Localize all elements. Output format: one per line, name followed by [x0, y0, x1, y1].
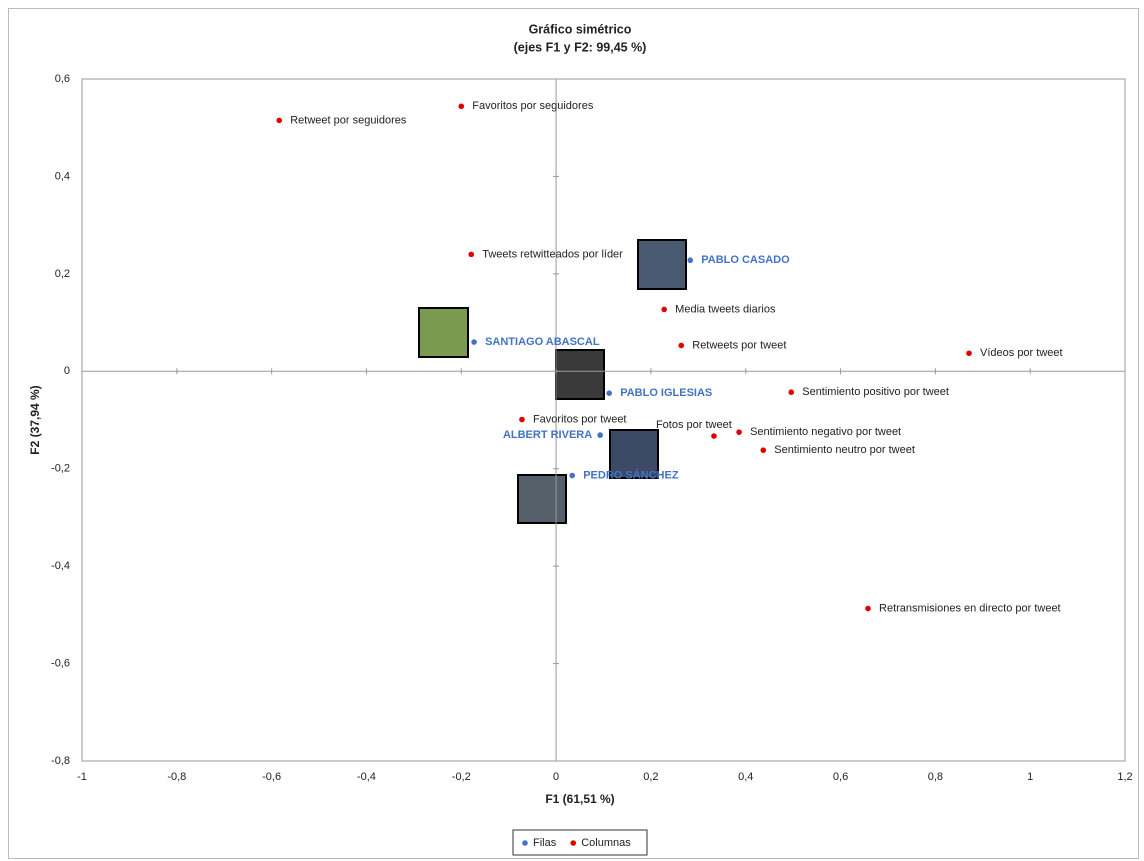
point-label: Vídeos por tweet	[980, 347, 1063, 359]
x-tick-label: 0,4	[738, 771, 753, 783]
point	[865, 605, 871, 612]
point	[966, 350, 972, 357]
point-label: Retransmisiones en directo por tweet	[879, 602, 1061, 614]
y-tick-label: -0,4	[51, 560, 70, 572]
point	[760, 447, 767, 454]
photo	[555, 349, 605, 400]
legend-label: Columnas	[581, 837, 631, 849]
x-tick-label: 1,2	[1117, 771, 1132, 783]
point	[711, 433, 717, 439]
plot-area	[81, 78, 1126, 762]
chart-frame	[8, 8, 1139, 859]
point	[736, 429, 742, 435]
photo	[418, 307, 469, 358]
y-tick-label: 0,4	[55, 170, 70, 182]
x-tick-label: -0,6	[262, 771, 281, 783]
point	[471, 339, 477, 345]
point	[788, 389, 795, 396]
point	[519, 416, 525, 423]
point-label: Favoritos por seguidores	[472, 100, 594, 112]
point	[597, 432, 603, 438]
x-tick-label: 0,2	[643, 771, 658, 783]
point-label: Retweets por tweet	[692, 339, 786, 351]
photos	[418, 239, 687, 524]
chart-title: Gráfico simétrico	[529, 22, 632, 36]
chart-subtitle: (ejes F1 y F2: 99,45 %)	[514, 40, 647, 54]
point-label: Retweet por seguidores	[290, 114, 407, 126]
x-tick-label: -1	[77, 771, 87, 783]
y-tick-label: -0,6	[51, 657, 70, 669]
legend-marker	[570, 840, 577, 846]
point	[276, 117, 283, 124]
point	[606, 390, 612, 397]
point-label: PABLO CASADO	[701, 254, 790, 266]
x-tick-label: 0	[553, 771, 559, 783]
y-tick-label: -0,8	[51, 755, 70, 767]
y-axis-label: F2 (37,94 %)	[28, 385, 42, 454]
point-label: Sentimiento positivo por tweet	[802, 386, 949, 398]
x-tick-label: -0,2	[452, 771, 471, 783]
x-tick-label: -0,4	[357, 771, 376, 783]
point-label: Sentimiento negativo por tweet	[750, 426, 901, 438]
x-tick-label: 0,8	[928, 771, 943, 783]
point-label: SANTIAGO ABASCAL	[485, 336, 600, 348]
point-label: PEDRO SÁNCHEZ	[583, 468, 679, 481]
y-tick-label: 0,6	[55, 73, 70, 85]
y-tick-label: 0	[64, 365, 70, 377]
point-label: Media tweets diarios	[675, 303, 776, 315]
point-label: Tweets retwitteados por líder	[482, 248, 623, 260]
point	[661, 306, 667, 313]
point	[458, 103, 465, 110]
x-tick-label: 1	[1027, 771, 1033, 783]
point-label: Fotos por tweet	[656, 419, 732, 431]
point	[569, 472, 576, 479]
legend-marker	[522, 840, 528, 846]
point-label: Favoritos por tweet	[533, 413, 627, 425]
y-tick-label: 0,2	[55, 268, 70, 280]
x-tick-label: 0,6	[833, 771, 848, 783]
photo	[637, 239, 687, 290]
legend-box	[512, 829, 648, 856]
photo	[517, 474, 567, 524]
point-label: Sentimiento neutro por tweet	[774, 444, 915, 456]
x-tick-label: -0,8	[167, 771, 186, 783]
legend-label: Filas	[533, 837, 557, 849]
x-axis-label: F1 (61,51 %)	[545, 792, 614, 806]
point	[687, 257, 694, 264]
photo	[609, 429, 659, 479]
point	[468, 251, 475, 258]
y-tick-label: -0,2	[51, 463, 70, 475]
point-label: ALBERT RIVERA	[503, 429, 592, 441]
point-label: PABLO IGLESIAS	[620, 387, 712, 399]
point	[678, 342, 685, 349]
